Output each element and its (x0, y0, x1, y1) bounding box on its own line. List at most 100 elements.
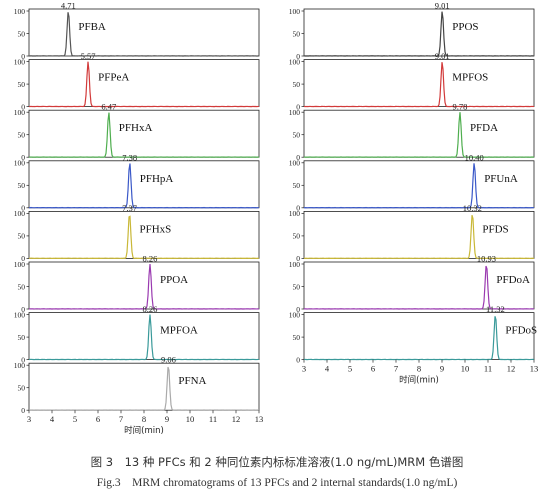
y-tick-label: 0 (296, 204, 300, 213)
panel-frame (28, 312, 260, 361)
peak-trace (28, 61, 260, 108)
peak-trace (28, 215, 260, 260)
y-tick-label: 100 (289, 57, 301, 66)
retention-time-label: 10.93 (477, 254, 496, 264)
x-tick-label: 7 (394, 364, 398, 374)
y-tick-label: 0 (21, 204, 25, 213)
x-tick-label: 3 (27, 414, 31, 424)
compound-label: PFUnA (484, 173, 518, 185)
y-tick-label: 50 (18, 131, 26, 140)
panel-frame (303, 59, 535, 107)
compound-label: MPFOS (452, 72, 488, 84)
x-tick-label: 8 (142, 414, 146, 424)
compound-label: PFNA (178, 375, 206, 387)
x-tick-label: 6 (96, 414, 100, 424)
x-tick-label: 4 (50, 414, 55, 424)
retention-time-label: 9.78 (453, 102, 468, 112)
peak-trace (303, 214, 535, 260)
x-tick-label: 5 (348, 364, 352, 374)
y-tick-label: 0 (296, 52, 300, 61)
right-column: 0501009.01PPOS0501009.01MPFOS0501009.78P… (289, 1, 539, 386)
y-tick-label: 0 (21, 153, 25, 162)
x-tick-label: 8 (417, 364, 421, 374)
y-tick-label: 50 (18, 29, 26, 38)
panel-frame (28, 59, 260, 107)
peak-trace (303, 316, 535, 361)
y-tick-label: 0 (21, 406, 25, 415)
retention-time-label: 7.37 (122, 203, 137, 213)
retention-time-label: 4.71 (61, 1, 76, 11)
compound-label: PFHxA (119, 122, 153, 134)
y-tick-label: 50 (18, 80, 26, 89)
y-tick-label: 50 (18, 333, 26, 342)
y-tick-label: 0 (21, 305, 25, 314)
y-tick-label: 0 (296, 153, 300, 162)
peak-trace (28, 112, 260, 158)
peak-trace (303, 11, 535, 57)
y-tick-label: 50 (293, 80, 301, 89)
peak-trace (28, 12, 260, 57)
compound-label: PFHpA (140, 173, 174, 185)
compound-label: PFDoS (505, 325, 537, 337)
panel-frame (303, 109, 535, 158)
y-tick-label: 50 (293, 282, 301, 291)
retention-time-label: 7.38 (122, 152, 137, 162)
retention-time-label: 6.47 (101, 102, 116, 112)
peak-trace (28, 263, 260, 310)
peak-trace (303, 62, 535, 108)
y-tick-label: 50 (293, 333, 301, 342)
y-tick-label: 50 (18, 181, 26, 190)
peak-trace (303, 265, 535, 310)
y-tick-label: 50 (293, 29, 301, 38)
peak-trace (303, 163, 535, 209)
peak-trace (28, 163, 260, 209)
y-tick-label: 50 (293, 131, 301, 140)
y-tick-label: 100 (14, 57, 26, 66)
panel-frame (28, 8, 260, 57)
y-tick-label: 100 (14, 260, 26, 269)
panel-mpfoa: 0 50 100 8.26 MPFOA (14, 304, 260, 364)
peak-trace (303, 112, 535, 158)
y-tick-label: 50 (293, 232, 301, 241)
y-tick-label: 100 (289, 260, 301, 269)
peak-trace (28, 366, 260, 411)
y-tick-label: 100 (14, 7, 26, 16)
compound-label: PPOS (452, 21, 478, 33)
left-column: 0501004.71PFBA0501005.57PFPeA0501006.47P… (14, 1, 264, 437)
y-tick-label: 50 (18, 384, 26, 393)
x-tick-label: 11 (484, 364, 492, 374)
compound-label: PFDS (482, 223, 508, 235)
y-tick-label: 0 (21, 52, 25, 61)
x-tick-label: 11 (209, 414, 217, 424)
panel-pfuna: 0 50 100 10.40 PFUnA (289, 152, 535, 213)
retention-time-label: 11.32 (486, 304, 505, 314)
retention-time-label: 10.32 (463, 203, 482, 213)
x-tick-label: 10 (461, 364, 470, 374)
x-tick-label: 7 (119, 414, 123, 424)
y-tick-label: 0 (21, 355, 25, 364)
y-tick-label: 100 (289, 310, 301, 319)
panel-pfdos: 0 50 100 11.32 PFDoS 3 4 5 6 7 8 9 10 11 12 13 时间(min) (289, 304, 539, 386)
y-tick-label: 100 (14, 159, 26, 168)
y-tick-label: 100 (289, 7, 301, 16)
retention-time-label: 8.26 (143, 304, 158, 314)
panel-pfpea: 0 50 100 5.57 PFPeA (14, 51, 260, 111)
y-tick-label: 100 (14, 209, 26, 218)
compound-label: PFDoA (496, 274, 530, 286)
x-tick-label: 12 (507, 364, 516, 374)
y-tick-label: 0 (296, 102, 300, 111)
y-tick-label: 50 (293, 181, 301, 190)
x-tick-label: 4 (325, 364, 330, 374)
chromatogram-figure: 0501004.71PFBA0501005.57PFPeA0501006.47P… (14, 1, 539, 437)
x-tick-label: 13 (255, 414, 264, 424)
retention-time-label: 8.26 (143, 254, 158, 264)
panel-pfhpa: 0 50 100 7.38 PFHpA (14, 152, 260, 213)
y-tick-label: 0 (21, 102, 25, 111)
compound-label: PFBA (78, 21, 106, 33)
